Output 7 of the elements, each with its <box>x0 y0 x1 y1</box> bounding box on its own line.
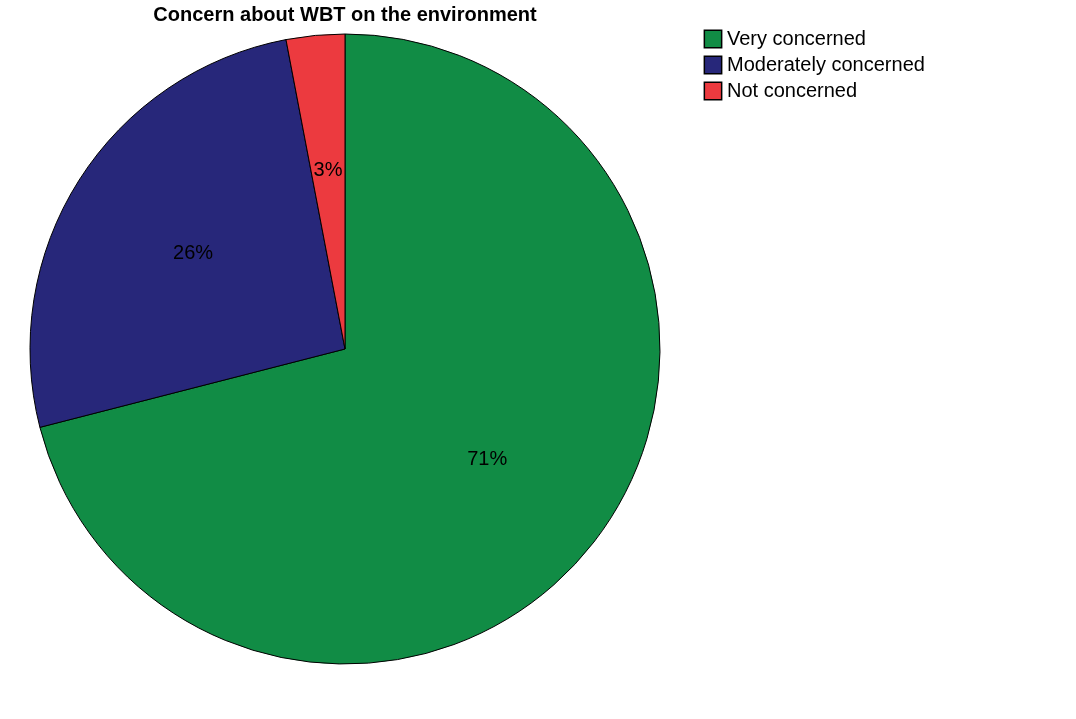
legend-label: Not concerned <box>727 79 858 101</box>
data-label: 3% <box>313 157 343 180</box>
data-label: 71% <box>467 447 508 470</box>
chart-title: Concern about WBT on the environment <box>153 3 537 25</box>
data-label: 26% <box>173 240 214 263</box>
legend-label: Very concerned <box>727 27 866 49</box>
legend-label: Moderately concerned <box>727 53 925 75</box>
